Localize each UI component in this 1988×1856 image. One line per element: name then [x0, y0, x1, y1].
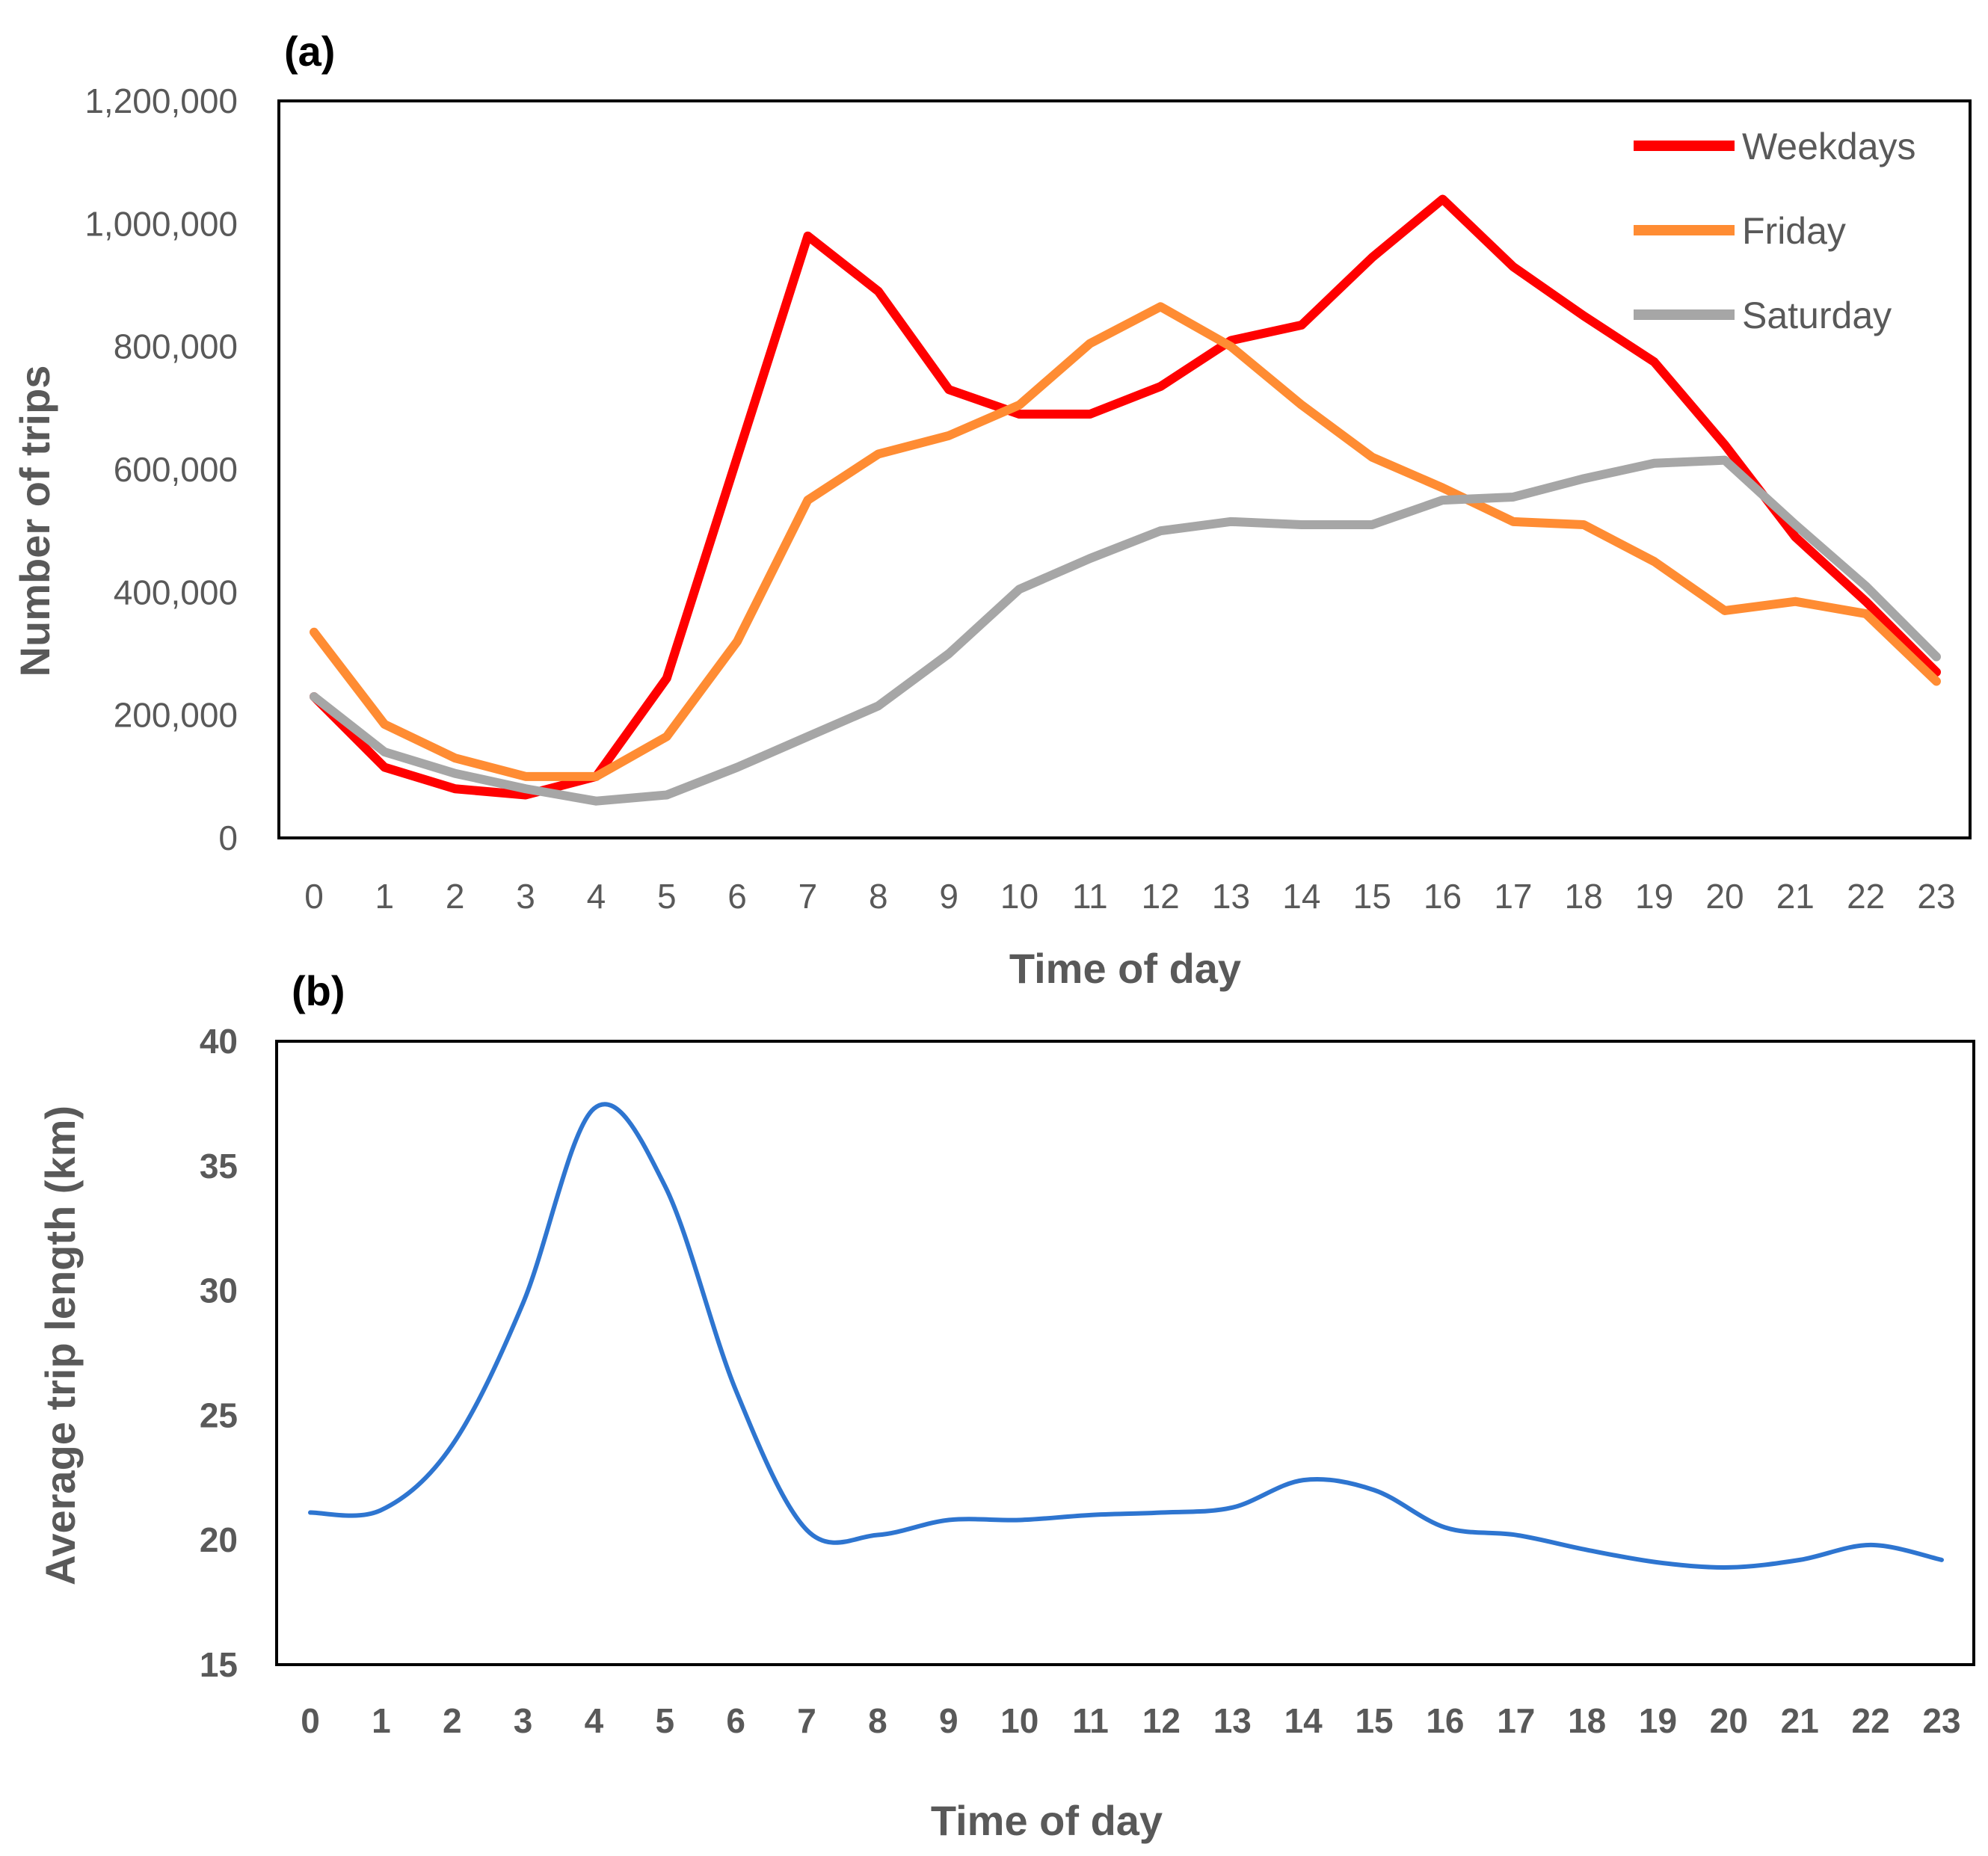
panel-a-x-axis: 0 1 2 3 4 5 6 7 8 9 10 11 12 13 14 15 16 17 18 19 20 21 22 23: [304, 877, 1955, 916]
legend-label-saturday: Saturday: [1742, 295, 1892, 336]
panel-a-x-tick-14: 14: [1282, 877, 1320, 916]
panel-a-x-tick-2: 2: [446, 877, 465, 916]
panel-a-x-tick-15: 15: [1353, 877, 1391, 916]
panel-a-x-tick-10: 10: [1000, 877, 1038, 916]
legend-entry-saturday: Saturday: [1634, 295, 1892, 336]
panel-a-x-tick-11: 11: [1072, 877, 1108, 916]
panel-b-x-tick-12: 12: [1142, 1701, 1181, 1740]
panel-b-plot-area: [275, 1040, 1975, 1666]
panel-b-y-axis: 15 20 25 30 35 40: [200, 1022, 238, 1684]
panel-b-x-tick-8: 8: [868, 1701, 887, 1740]
panel-b-x-tick-5: 5: [656, 1701, 675, 1740]
panel-a-x-tick-4: 4: [587, 877, 606, 916]
legend-label-weekdays: Weekdays: [1742, 126, 1916, 167]
legend-entry-weekdays: Weekdays: [1634, 126, 1916, 167]
panel-a-x-tick-6: 6: [727, 877, 747, 916]
panel-b-x-tick-18: 18: [1568, 1701, 1606, 1740]
panel-a-y-tick-800-000: 800,000: [114, 327, 238, 366]
panel-b-x-tick-1: 1: [372, 1701, 391, 1740]
panel-a-legend: Weekdays Friday Saturday: [1634, 126, 1916, 336]
panel-b-x-tick-14: 14: [1284, 1701, 1323, 1740]
panel-b-label: (b): [292, 967, 345, 1014]
panel-a-x-tick-8: 8: [869, 877, 888, 916]
panel-a-series-line-saturday: [310, 455, 1941, 806]
panel-b-x-tick-6: 6: [726, 1701, 745, 1740]
panel-b-x-tick-19: 19: [1639, 1701, 1677, 1740]
panel-a-series-line-weekdays: [310, 194, 1941, 800]
panel-b-x-tick-22: 22: [1852, 1701, 1890, 1740]
panel-a-y-tick-400-000: 400,000: [114, 573, 238, 611]
panel-b-x-tick-13: 13: [1213, 1701, 1252, 1740]
panel-a-y-axis-title: Number of trips: [11, 366, 58, 677]
panel-a-x-tick-1: 1: [375, 877, 395, 916]
legend-entry-friday: Friday: [1634, 210, 1846, 252]
panel-b-x-tick-20: 20: [1710, 1701, 1748, 1740]
panel-a-x-axis-title: Time of day: [1009, 945, 1241, 992]
panel-a-x-tick-0: 0: [304, 877, 324, 916]
panel-a-y-tick-600-000: 600,000: [114, 450, 238, 489]
panel-b-series-line-0: [308, 1102, 1944, 1570]
legend-label-friday: Friday: [1742, 210, 1846, 252]
panel-b-x-axis: 0 1 2 3 4 5 6 7 8 9 10 11 12 13 14 15 16 17 18 19 20 21 22 23: [301, 1701, 1960, 1740]
panel-b-x-tick-9: 9: [939, 1701, 958, 1740]
panel-a-y-tick-0: 0: [218, 818, 238, 857]
panel-a-x-tick-20: 20: [1705, 877, 1744, 916]
panel-a-x-tick-16: 16: [1424, 877, 1462, 916]
panel-a-plot-area: [277, 99, 1972, 839]
panel-a-series-line-friday: [310, 302, 1941, 781]
panel-b-y-tick-40: 40: [200, 1022, 238, 1061]
panel-a-x-tick-18: 18: [1565, 877, 1603, 916]
panel-b-x-tick-15: 15: [1355, 1701, 1393, 1740]
panel-b-x-tick-4: 4: [585, 1701, 604, 1740]
panel-b-x-tick-10: 10: [1000, 1701, 1038, 1740]
panel-a-x-tick-5: 5: [657, 877, 677, 916]
panel-a-x-tick-19: 19: [1635, 877, 1673, 916]
panel-b-x-tick-11: 11: [1072, 1701, 1109, 1740]
panel-b-y-tick-35: 35: [200, 1147, 238, 1186]
panel-b-x-tick-2: 2: [443, 1701, 462, 1740]
panel-b-y-tick-25: 25: [200, 1396, 238, 1434]
panel-b-x-tick-16: 16: [1426, 1701, 1464, 1740]
panel-b-y-tick-30: 30: [200, 1271, 238, 1310]
panel-a-y-tick-1-200-000: 1,200,000: [84, 81, 238, 120]
panel-a-x-tick-13: 13: [1212, 877, 1250, 916]
panel-a-x-tick-17: 17: [1494, 877, 1532, 916]
panel-a-x-tick-9: 9: [939, 877, 958, 916]
panel-a-x-tick-7: 7: [798, 877, 818, 916]
panel-b-y-axis-title: Average trip length (km): [37, 1106, 84, 1585]
panel-a-y-axis: 0 200,000 400,000 600,000 800,000 1,000,000 1,…: [84, 81, 238, 857]
panel-a-x-tick-21: 21: [1776, 877, 1815, 916]
panel-b-x-tick-21: 21: [1781, 1701, 1819, 1740]
panel-a-y-tick-1-000-000: 1,000,000: [84, 204, 238, 243]
panel-b-x-tick-0: 0: [301, 1701, 320, 1740]
panel-b-y-tick-15: 15: [200, 1645, 238, 1684]
panel-b-x-tick-3: 3: [514, 1701, 533, 1740]
panel-a-label: (a): [284, 28, 335, 75]
panel-b-x-tick-23: 23: [1922, 1701, 1960, 1740]
panel-b-x-axis-title: Time of day: [931, 1797, 1163, 1844]
panel-b-x-tick-17: 17: [1497, 1701, 1535, 1740]
panel-b-y-tick-20: 20: [200, 1520, 238, 1559]
panel-a-x-tick-22: 22: [1847, 877, 1885, 916]
panel-b-x-tick-7: 7: [797, 1701, 816, 1740]
panel-a-x-tick-3: 3: [516, 877, 535, 916]
panel-a-x-tick-12: 12: [1142, 877, 1180, 916]
panel-b-series-lines: [308, 1102, 1944, 1570]
panel-a-trips-chart: (a) 0 200,000 400,000 600,000 800,000 1,000,0…: [11, 28, 1972, 992]
panel-a-y-tick-200-000: 200,000: [114, 696, 238, 735]
panel-a-x-tick-23: 23: [1917, 877, 1955, 916]
panel-a-series-lines: [310, 194, 1941, 806]
